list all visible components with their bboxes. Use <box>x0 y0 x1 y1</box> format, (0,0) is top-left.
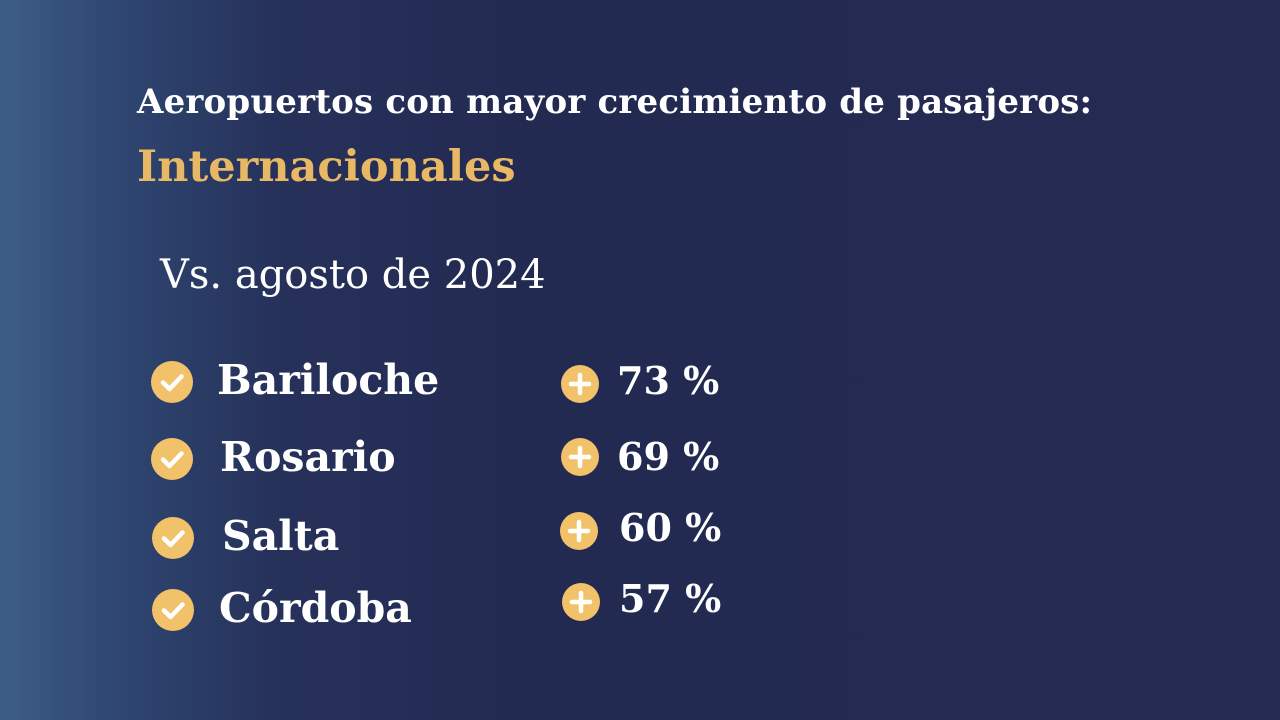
airport-name: Rosario <box>220 433 396 481</box>
plus-circle-icon <box>561 365 599 403</box>
growth-value: 57 % <box>619 576 722 621</box>
growth-value: 60 % <box>619 505 722 550</box>
plus-circle-icon <box>560 512 598 550</box>
plus-circle-icon <box>561 438 599 476</box>
slide-title: Aeropuertos con mayor crecimiento de pas… <box>137 82 1093 122</box>
list-item: Salta 60 % <box>0 505 1280 567</box>
airport-name: Salta <box>222 512 340 560</box>
check-circle-icon <box>152 589 194 631</box>
check-circle-icon <box>151 361 193 403</box>
comparison-label: Vs. agosto de 2024 <box>160 252 546 298</box>
list-item: Rosario 69 % <box>0 428 1280 488</box>
plus-circle-icon <box>562 583 600 621</box>
list-item: Córdoba 57 % <box>0 576 1280 640</box>
airport-name: Córdoba <box>219 584 412 632</box>
check-circle-icon <box>152 517 194 559</box>
slide-subtitle: Internacionales <box>137 142 516 192</box>
list-item: Bariloche 73 % <box>0 352 1280 412</box>
growth-value: 73 % <box>617 358 720 403</box>
growth-value: 69 % <box>617 434 720 479</box>
airport-name: Bariloche <box>217 356 440 404</box>
check-circle-icon <box>151 438 193 480</box>
